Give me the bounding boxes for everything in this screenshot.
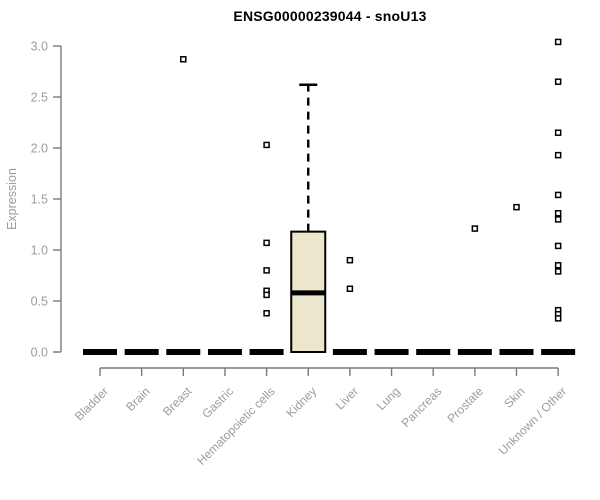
outlier-point [263,141,270,149]
boxplot-group [457,225,492,355]
zero-median-bar [499,349,534,355]
zero-median-bar [207,349,242,355]
outlier-point [554,78,562,85]
outlier-point [471,225,479,232]
outlier-point [554,315,562,322]
x-tick-label: Bladder [72,384,111,423]
x-tick-label: Skin [501,384,527,410]
y-tick-label: 1.0 [31,244,48,258]
x-tick-label: Gastric [199,384,236,421]
outlier-point [513,203,520,211]
x-tick-label: Pancreas [399,384,445,430]
outlier-point [554,151,562,159]
zero-median-bar [124,349,159,355]
y-tick-label: 3.0 [31,40,48,54]
zero-median-bar [249,349,284,355]
outlier-point [263,239,270,247]
outlier-point [180,56,187,63]
y-tick-label: 2.5 [31,91,48,105]
x-tick-label: Kidney [284,384,320,420]
zero-median-bar [541,349,576,355]
boxplot-group [416,349,451,355]
y-axis-title: Expression [5,168,19,230]
outlier-point [554,242,562,250]
boxplot-group [166,56,201,355]
zero-median-bar [83,349,117,355]
x-tick-label: Breast [160,384,195,419]
outlier-point [263,291,270,299]
outlier-point [554,129,562,136]
x-tick-label: Lung [374,384,403,413]
chart-title: ENSG00000239044 - snoU13 [233,8,427,24]
outlier-point [554,268,562,275]
outlier-point [554,38,562,46]
zero-median-bar [166,349,201,355]
x-tick-label: Liver [333,384,361,412]
boxplot-group [83,349,117,355]
outlier-point [554,191,562,199]
outlier-point [263,267,270,274]
x-tick-label: Prostate [444,384,486,426]
boxplot-group [374,349,409,355]
boxplot-group [290,83,327,353]
y-tick-label: 0.5 [31,295,48,309]
zero-median-bar [332,349,367,355]
zero-median-bar [416,349,451,355]
outlier-point [346,256,354,264]
boxplot-group [541,38,576,355]
boxplot-group [207,349,242,355]
x-tick-label: Hematopoietic cells [194,384,277,467]
x-tick-label: Brain [123,384,153,414]
outlier-point [263,309,270,317]
boxplot-group [499,203,534,355]
y-tick-label: 1.5 [31,193,48,207]
y-tick-label: 2.0 [31,142,48,156]
y-tick-label: 0.0 [31,346,48,360]
zero-median-bar [374,349,409,355]
outlier-point [554,262,562,269]
zero-median-bar [457,349,492,355]
outlier-point [554,210,562,217]
outlier-point [554,216,562,223]
boxplot-group [124,349,159,355]
boxplot-group [249,141,284,355]
outlier-point [346,285,354,293]
boxplot-group [332,256,367,355]
